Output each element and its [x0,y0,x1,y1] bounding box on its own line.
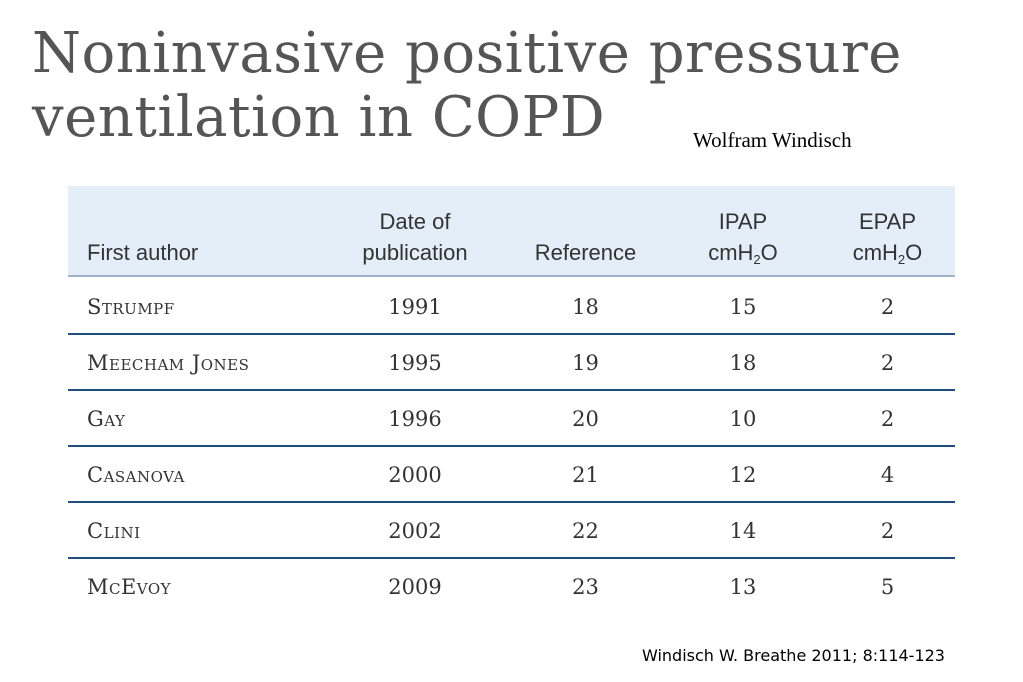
cell-author: Casanova [87,463,185,487]
citation: Windisch W. Breathe 2011; 8:114-123 [642,646,945,665]
header-date-of-publication: Date of publication [362,209,468,265]
header-first-author: First author [87,240,199,265]
cell-ipap: 15 [729,295,757,319]
cell-ipap: 13 [729,575,757,599]
cell-epap: 2 [880,295,895,319]
cell-author: Strumpf [87,295,175,319]
cell-date: 2002 [388,519,442,543]
table-row: Clini 2002 22 14 2 [68,503,955,559]
header-epap: EPAP cmH2O [852,209,923,267]
cell-author: McEvoy [87,575,172,599]
header-ipap: IPAP cmH2O [708,209,778,267]
cell-date: 2009 [388,575,442,599]
cell-ipap: 18 [729,351,757,375]
table-row: Gay 1996 20 10 2 [68,391,955,447]
cell-reference: 19 [572,351,599,375]
cell-date: 1991 [388,295,442,319]
cell-ipap: 12 [729,463,757,487]
cell-author: Gay [87,407,126,431]
table-row: Meecham Jones 1995 19 18 2 [68,335,955,391]
cell-reference: 22 [572,519,599,543]
cell-epap: 5 [880,575,895,599]
cell-author: Clini [87,519,141,543]
table-row: Casanova 2000 21 12 4 [68,447,955,503]
cell-date: 1995 [388,351,442,375]
cell-author: Meecham Jones [87,351,250,375]
cell-epap: 2 [880,351,895,375]
table-row: Strumpf 1991 18 15 2 [68,279,955,335]
cell-ipap: 14 [729,519,757,543]
slide-title-line-1: Noninvasive positive pressure [32,21,902,86]
header-reference: Reference [534,240,637,265]
ventilation-table: First author Date of publication Referen… [68,186,955,622]
cell-reference: 18 [572,295,599,319]
slide-title: Noninvasive positive pressure ventilatio… [32,22,932,150]
cell-reference: 21 [572,463,599,487]
cell-epap: 2 [880,519,895,543]
cell-epap: 4 [880,463,895,487]
cell-reference: 23 [572,575,599,599]
slide-title-line-2: ventilation in COPD [32,85,606,150]
table-row: McEvoy 2009 23 13 5 [68,559,955,615]
author-credit: Wolfram Windisch [693,128,852,152]
table-header: First author Date of publication Referen… [68,186,955,277]
cell-date: 1996 [388,407,442,431]
cell-reference: 20 [572,407,599,431]
cell-ipap: 10 [729,407,757,431]
cell-date: 2000 [388,463,442,487]
cell-epap: 2 [880,407,895,431]
